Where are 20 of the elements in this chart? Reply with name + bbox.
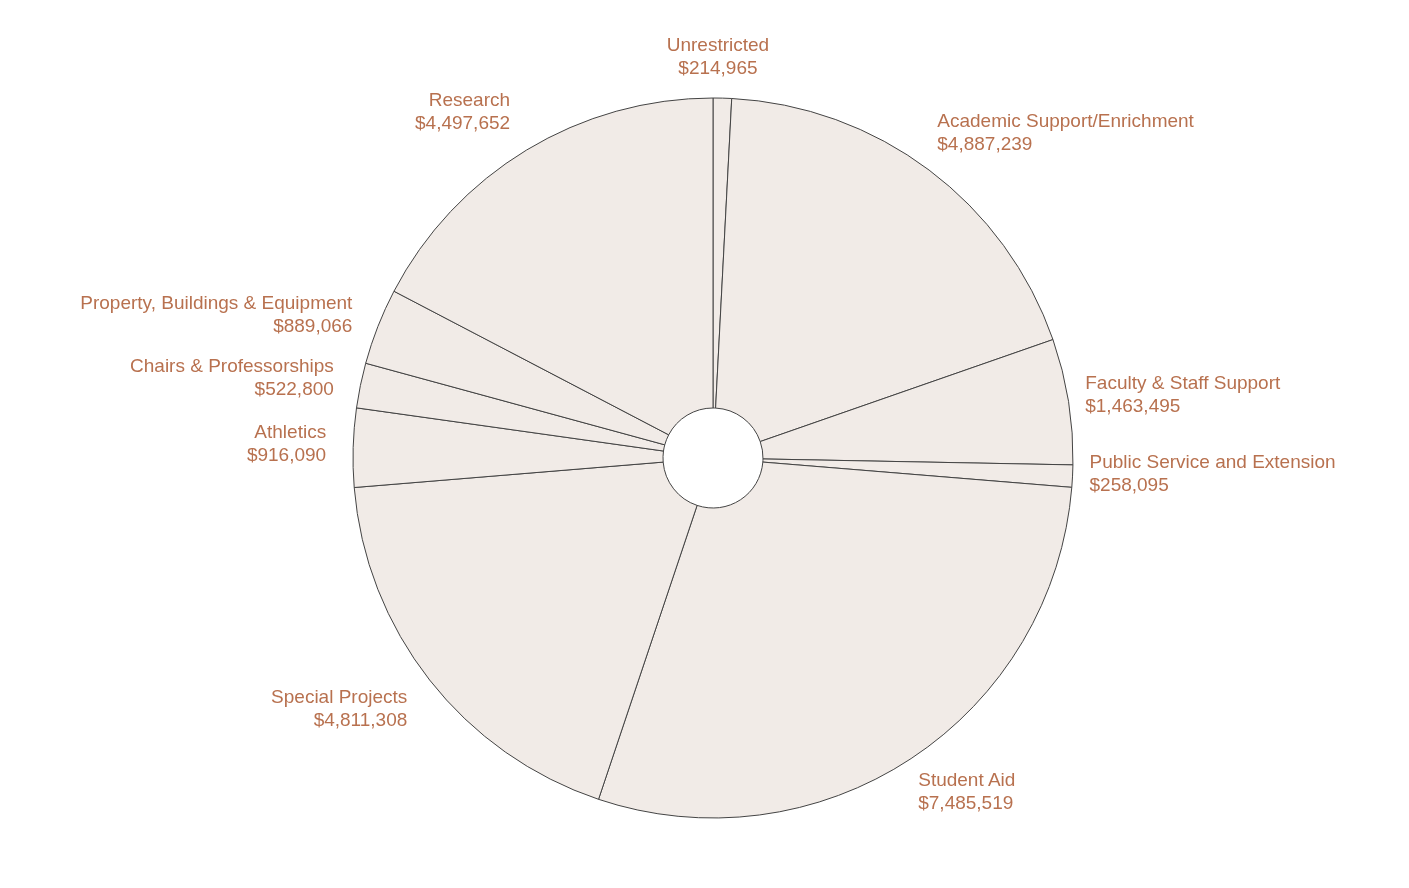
slice-label: Research: [428, 89, 511, 111]
slice-label: Public Service and Extension: [1089, 451, 1336, 473]
data-label: $258,095: [1089, 474, 1169, 496]
data-label: $7,485,519: [918, 791, 1014, 813]
slice-label: Property, Buildings & Equipment: [80, 292, 354, 314]
data-label: $916,090: [246, 443, 327, 465]
data-label: $1,463,495: [1085, 394, 1181, 416]
data-label: $4,811,308: [313, 708, 408, 730]
slice-label: Athletics: [254, 420, 327, 442]
slice-label: Unrestricted: [666, 34, 770, 56]
data-label: $4,497,652: [415, 112, 511, 134]
slice-label: Special Projects: [271, 685, 408, 707]
slice-label: Chairs & Professorships: [130, 354, 334, 376]
slice-label: Academic Support/Enrichment: [937, 110, 1195, 132]
slice-label: Student Aid: [918, 768, 1016, 790]
slice-label: Faculty & Staff Support: [1085, 371, 1281, 393]
data-label: $4,887,239: [937, 133, 1033, 155]
data-label: $214,965: [678, 57, 758, 79]
data-label: $889,066: [273, 315, 353, 337]
data-label: $522,800: [254, 377, 334, 399]
